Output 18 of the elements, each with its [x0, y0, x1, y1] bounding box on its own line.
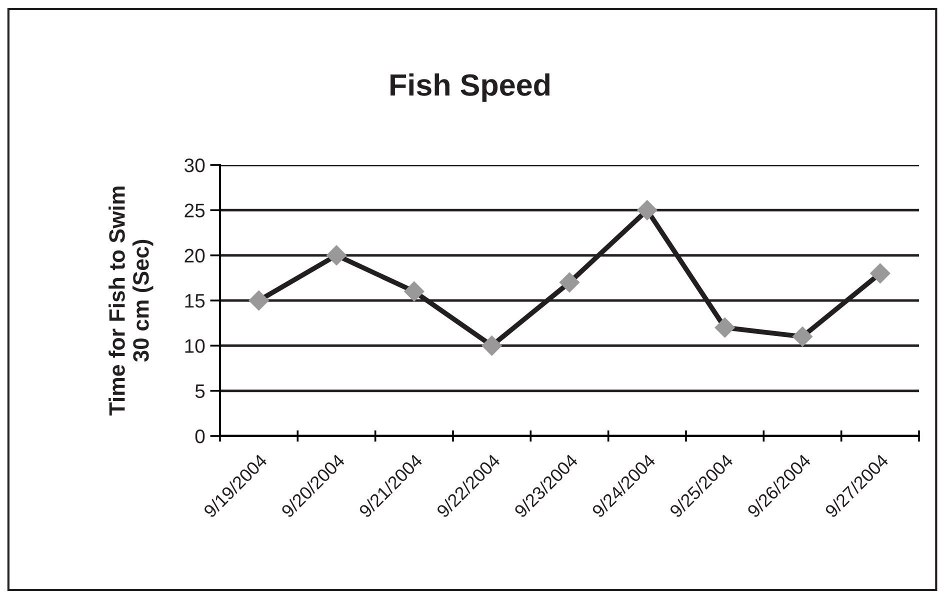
point — [248, 290, 270, 311]
y-tick-label: 5 — [195, 384, 205, 398]
y-tick-label: 30 — [184, 158, 205, 172]
point — [404, 281, 424, 302]
point — [326, 245, 347, 266]
point — [870, 263, 890, 284]
point — [714, 317, 736, 338]
point — [559, 272, 580, 293]
chart-title: Fish Speed — [390, 73, 550, 102]
y-tick-label: 25 — [184, 204, 205, 218]
y-tick-label: 15 — [185, 294, 205, 308]
y-tick-label: 10 — [185, 339, 205, 353]
point — [636, 200, 658, 220]
y-tick-label: 20 — [184, 248, 205, 263]
point — [482, 335, 502, 356]
y-axis-title: Time for Fish to Swim 30 cm (Sec) — [108, 186, 154, 416]
y-tick-label: 0 — [195, 429, 205, 444]
point — [792, 326, 813, 347]
